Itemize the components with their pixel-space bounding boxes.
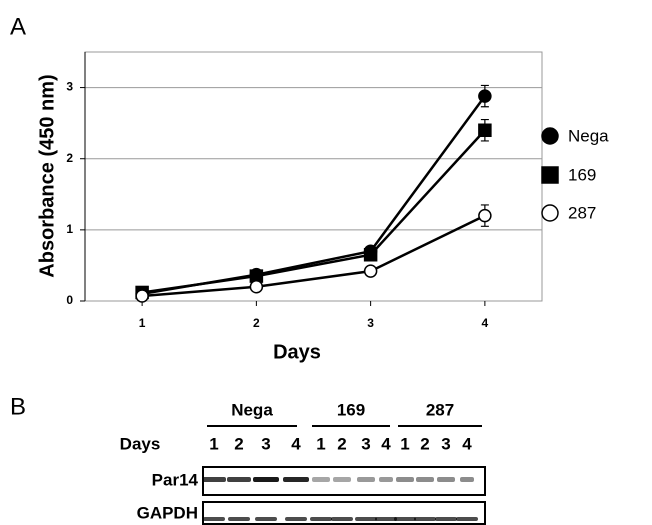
gapdh-band xyxy=(203,517,225,521)
gapdh-band xyxy=(331,517,353,521)
par14-band xyxy=(253,477,279,482)
y-axis-title: Absorbance (450 nm) xyxy=(36,74,58,277)
y-tick-label: 1 xyxy=(66,222,73,236)
row-label: Par14 xyxy=(152,470,199,489)
par14-band xyxy=(283,477,309,482)
row-label: GAPDH xyxy=(137,503,198,522)
lane-label: 2 xyxy=(234,434,243,453)
legend-label: Nega xyxy=(568,126,609,145)
gapdh-band xyxy=(285,517,307,521)
y-tick-label: 2 xyxy=(66,151,73,165)
lane-label: 2 xyxy=(337,434,346,453)
y-tick-label: 3 xyxy=(66,80,73,94)
lane-label: 4 xyxy=(462,434,472,453)
legend-label: 287 xyxy=(568,203,596,222)
group-label: Nega xyxy=(231,400,273,419)
x-tick-label: 2 xyxy=(253,316,260,330)
legend-marker xyxy=(542,205,558,221)
par14-band xyxy=(460,477,474,482)
lane-label: 1 xyxy=(209,434,218,453)
panel-label: A xyxy=(10,13,26,40)
par14-band xyxy=(416,477,434,482)
y-tick-label: 0 xyxy=(66,293,73,307)
x-axis-title: Days xyxy=(273,341,321,363)
lane-label: 4 xyxy=(381,434,391,453)
gapdh-band xyxy=(456,517,478,521)
days-label: Days xyxy=(120,434,161,453)
group-label: 169 xyxy=(337,400,365,419)
par14-band xyxy=(396,477,414,482)
x-tick-label: 1 xyxy=(139,316,146,330)
lane-label: 3 xyxy=(261,434,270,453)
marker xyxy=(365,265,377,277)
series-line xyxy=(142,130,485,292)
gapdh-band xyxy=(394,517,416,521)
x-tick-label: 3 xyxy=(367,316,374,330)
gapdh-band xyxy=(414,517,436,521)
legend-marker xyxy=(542,128,558,144)
lane-label: 2 xyxy=(420,434,429,453)
gapdh-band xyxy=(435,517,457,521)
lane-label: 1 xyxy=(400,434,409,453)
x-tick-label: 4 xyxy=(482,316,489,330)
figure: A B Absorbance (450 nm) Days Days 012312… xyxy=(0,0,652,525)
group-label: 287 xyxy=(426,400,454,419)
par14-band xyxy=(227,477,251,482)
par14-band xyxy=(379,477,393,482)
gapdh-band xyxy=(375,517,397,521)
lane-label: 4 xyxy=(291,434,301,453)
lane-label: 3 xyxy=(441,434,450,453)
par14-band xyxy=(437,477,455,482)
legend-marker xyxy=(542,167,558,183)
par14-band xyxy=(333,477,351,482)
marker xyxy=(479,210,491,222)
par14-band xyxy=(312,477,330,482)
marker xyxy=(136,290,148,302)
marker xyxy=(479,90,491,102)
par14-band xyxy=(202,477,226,482)
legend-label: 169 xyxy=(568,165,596,184)
par14-band xyxy=(357,477,375,482)
lane-label: 1 xyxy=(316,434,325,453)
gapdh-band xyxy=(310,517,332,521)
panel-label: B xyxy=(10,393,26,420)
gapdh-band xyxy=(355,517,377,521)
lane-label: 3 xyxy=(361,434,370,453)
marker xyxy=(479,124,491,136)
marker xyxy=(365,249,377,261)
gapdh-band xyxy=(255,517,277,521)
marker xyxy=(250,281,262,293)
gapdh-band xyxy=(228,517,250,521)
